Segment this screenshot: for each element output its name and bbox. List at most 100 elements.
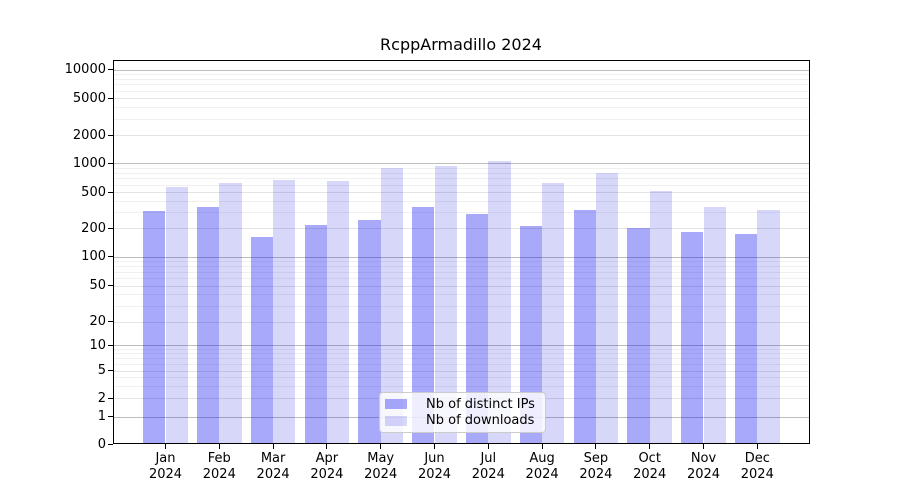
x-axis-tick: [434, 444, 435, 449]
x-axis-tick: [218, 444, 220, 449]
x-axis-tick: [756, 444, 758, 449]
y-axis-tick: [108, 443, 113, 445]
bar-distinct-ips-feb: [197, 207, 220, 443]
y-axis-tick-label: 0: [97, 436, 106, 452]
gridline: [114, 192, 809, 194]
x-label-year: 2024: [417, 466, 452, 482]
minor-gridline: [114, 377, 809, 379]
minor-gridline: [114, 278, 809, 280]
minor-gridline: [114, 349, 809, 351]
y-axis-tick: [108, 321, 113, 323]
bar-distinct-ips-dec: [735, 233, 758, 443]
bar-distinct-ips-jun: [412, 207, 435, 443]
x-axis-tick: [703, 444, 704, 449]
y-axis-tick-label: 1000: [72, 155, 106, 171]
y-axis-tick-label: 200: [81, 220, 106, 236]
minor-gridline: [114, 90, 809, 92]
plot-area: [113, 60, 810, 444]
x-axis-tick-label: Dec 2024: [722, 451, 792, 482]
x-label-year: 2024: [310, 466, 344, 482]
x-axis-tick-label: Nov 2024: [669, 451, 739, 482]
minor-gridline: [114, 386, 809, 388]
minor-gridline: [114, 271, 809, 273]
minor-gridline: [114, 78, 809, 80]
y-axis-tick-label: 5000: [72, 90, 106, 106]
minor-gridline: [114, 294, 809, 296]
x-axis-tick-label: Jun 2024: [400, 451, 470, 482]
decade-gridline: [114, 69, 809, 71]
y-axis-tick: [108, 370, 113, 372]
y-axis-tick-label: 2: [97, 390, 106, 406]
minor-gridline: [114, 358, 809, 360]
y-axis-tick: [108, 285, 113, 287]
x-label-month: Oct: [638, 451, 661, 466]
minor-gridline: [114, 107, 809, 109]
bar-downloads-mar: [273, 179, 296, 443]
x-axis-tick: [541, 444, 543, 449]
y-axis-tick: [108, 344, 113, 346]
decade-gridline: [114, 256, 809, 258]
bar-distinct-ips-jul: [466, 213, 489, 443]
x-label-year: 2024: [579, 466, 613, 482]
bar-distinct-ips-jan: [143, 211, 166, 443]
bar-downloads-dec: [757, 210, 780, 443]
decade-gridline: [114, 345, 809, 347]
x-label-month: Dec: [744, 451, 770, 466]
y-axis-tick: [108, 134, 113, 136]
x-axis-tick: [165, 444, 166, 449]
x-label-year: 2024: [364, 466, 398, 482]
bar-downloads-jan: [165, 186, 188, 443]
legend: Nb of distinct IPs Nb of downloads: [379, 392, 546, 433]
minor-gridline: [114, 184, 809, 186]
legend-swatch-downloads-icon: [385, 415, 407, 426]
x-label-month: Sep: [583, 451, 609, 466]
y-axis-tick-label: 20: [89, 314, 106, 330]
y-axis-tick-label: 5: [97, 363, 106, 379]
x-axis-tick-label: May 2024: [346, 451, 416, 482]
minor-gridline: [114, 353, 809, 355]
minor-gridline: [114, 261, 809, 263]
legend-row-distinct-ips: Nb of distinct IPs: [385, 397, 540, 412]
bar-distinct-ips-sep: [573, 210, 596, 443]
y-axis-tick: [108, 227, 113, 229]
x-label-year: 2024: [633, 466, 667, 482]
x-axis-tick: [649, 444, 651, 449]
bar-downloads-jun: [434, 165, 457, 443]
x-label-month: May: [367, 451, 395, 466]
x-label-year: 2024: [202, 466, 236, 482]
y-axis-tick: [108, 416, 113, 418]
legend-row-downloads: Nb of downloads: [385, 413, 540, 428]
x-label-month: Apr: [315, 451, 339, 466]
x-axis-tick: [272, 444, 274, 449]
y-axis-tick: [108, 69, 113, 70]
x-label-month: Jan: [155, 451, 176, 466]
x-axis-tick-label: Apr 2024: [292, 451, 362, 482]
y-axis-tick: [108, 97, 113, 99]
minor-gridline: [114, 212, 809, 214]
x-axis-tick-label: Mar 2024: [238, 451, 308, 482]
bar-downloads-may: [380, 167, 403, 443]
x-axis-tick-label: Jan 2024: [131, 451, 201, 482]
minor-gridline: [114, 201, 809, 203]
bar-distinct-ips-nov: [681, 232, 704, 443]
x-axis-tick-label: Sep 2024: [561, 451, 631, 482]
x-label-year: 2024: [740, 466, 774, 482]
bar-downloads-oct: [649, 190, 672, 443]
x-axis-tick: [326, 444, 328, 449]
gridline: [114, 321, 809, 323]
minor-gridline: [114, 172, 809, 174]
x-axis-tick: [595, 444, 597, 449]
bar-downloads-apr: [326, 181, 350, 443]
x-label-year: 2024: [471, 466, 505, 482]
bar-downloads-feb: [219, 183, 242, 443]
y-axis-tick: [108, 162, 113, 164]
bar-distinct-ips-may: [358, 219, 381, 443]
legend-label-downloads: Nb of downloads: [426, 413, 535, 429]
minor-gridline: [114, 167, 809, 169]
gridline: [114, 228, 809, 230]
bar-distinct-ips-oct: [627, 228, 650, 443]
x-label-month: Nov: [690, 451, 717, 466]
y-axis-tick-label: 10: [89, 337, 106, 353]
y-axis-tick-label: 1: [97, 409, 106, 425]
x-axis-tick-label: Oct 2024: [615, 451, 685, 482]
